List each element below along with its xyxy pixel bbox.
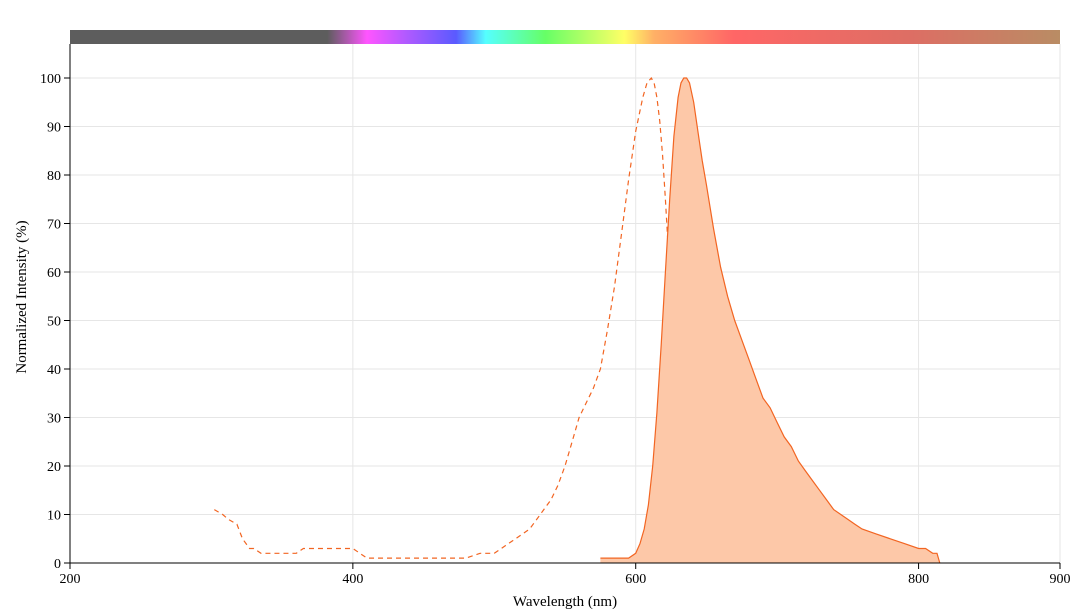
y-tick-label: 90 (47, 121, 61, 136)
x-tick-label: 900 (1050, 572, 1071, 587)
y-axis-title: Normalized Intensity (%) (14, 220, 30, 373)
y-tick-label: 40 (47, 363, 61, 378)
series-layer (213, 76, 941, 564)
y-tick-label: 50 (47, 315, 61, 330)
y-tick-label: 80 (47, 169, 61, 184)
x-axis-title: Wavelength (nm) (513, 594, 617, 610)
y-tick-label: 0 (54, 557, 61, 572)
emission-line (600, 77, 941, 564)
y-tick-label: 30 (47, 412, 61, 427)
tick-labels: 0 10 20 30 40 50 60 70 80 90 100 200 400 600 800 900 (40, 72, 1071, 587)
x-tick-label: 200 (60, 572, 81, 587)
grid-lines (70, 44, 1061, 563)
excitation-line (213, 76, 728, 564)
axes (64, 44, 1061, 569)
y-tick-label: 100 (40, 72, 61, 87)
x-tick-label: 600 (625, 572, 646, 587)
x-tick-label: 400 (342, 572, 363, 587)
y-tick-label: 70 (47, 218, 61, 233)
y-tick-label: 20 (47, 460, 61, 475)
spectrum-color-bar (70, 30, 1060, 44)
y-tick-label: 60 (47, 266, 61, 281)
y-tick-label: 10 (47, 509, 61, 524)
emission-area-fill (600, 78, 940, 563)
x-tick-label: 800 (908, 572, 929, 587)
